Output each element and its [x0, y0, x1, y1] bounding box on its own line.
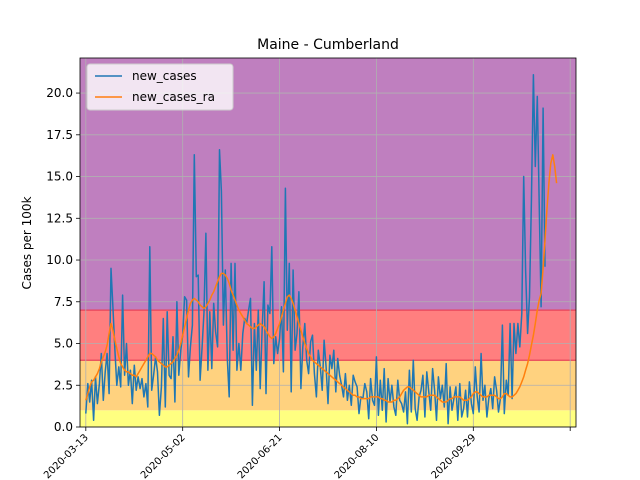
y-tick-label-1: 2.5 [54, 378, 73, 392]
x-tick-label-3: 2020-08-10 [333, 432, 382, 480]
y-tick-label-4: 10.0 [46, 253, 73, 267]
legend-label-new-cases-ra: new_cases_ra [132, 90, 215, 104]
y-tick-label-6: 15.0 [46, 170, 73, 184]
legend-box [86, 63, 234, 111]
y-tick-label-7: 17.5 [46, 128, 73, 142]
chart-title: Maine - Cumberland [257, 37, 399, 53]
y-tick-label-2: 5.0 [54, 337, 73, 351]
x-tick-label-2: 2020-06-21 [236, 432, 285, 480]
x-tick-label-1: 2020-05-02 [139, 432, 188, 480]
y-tick-label-5: 12.5 [46, 211, 73, 225]
x-tick-label-0: 2020-03-13 [42, 432, 91, 480]
band-0 [80, 410, 576, 427]
legend: new_cases new_cases_ra [86, 63, 234, 111]
series-line-new-cases-ra [85, 154, 558, 403]
y-axis-label: Cases per 100k [20, 196, 34, 289]
y-tick-label-0: 0.0 [54, 420, 73, 434]
y-tick-label-3: 7.5 [54, 295, 73, 309]
y-tick-label-8: 20.0 [46, 86, 73, 100]
series-lines [85, 73, 558, 425]
plot-frame [79, 57, 577, 428]
x-tick-label-4: 2020-09-29 [430, 432, 479, 480]
legend-label-new-cases: new_cases [132, 69, 197, 83]
